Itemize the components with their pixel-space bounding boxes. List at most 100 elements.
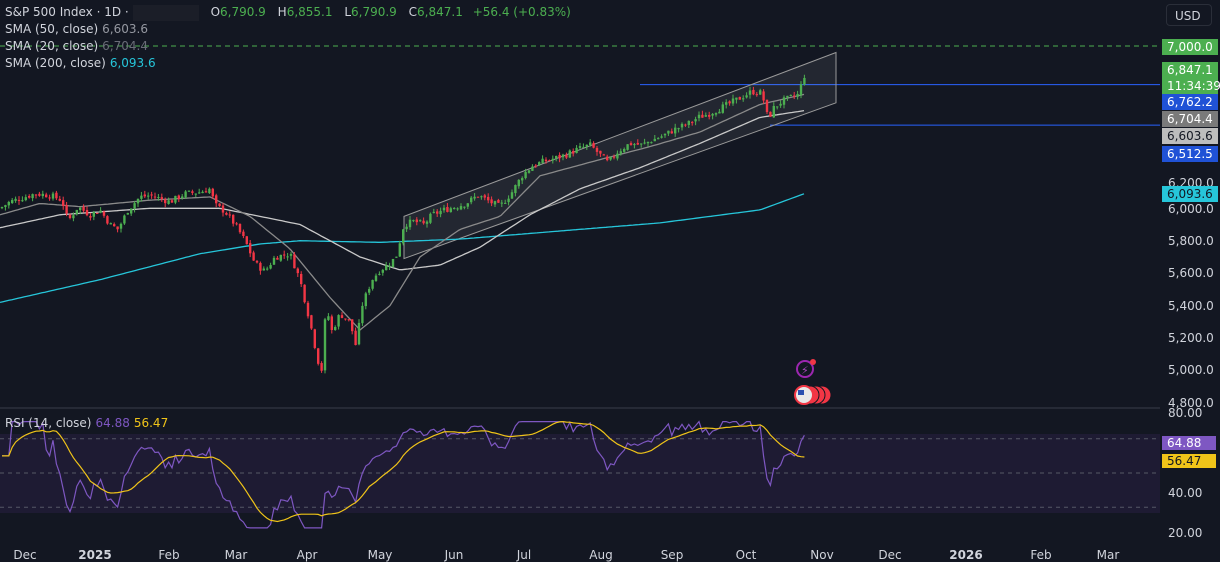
candle-body bbox=[680, 123, 684, 128]
candle-body bbox=[415, 219, 418, 223]
high-label: H bbox=[277, 5, 287, 19]
candle-body bbox=[228, 214, 231, 216]
sma200-label: SMA (200, close) bbox=[5, 56, 106, 70]
rsi-tick: 40.00 bbox=[1168, 486, 1203, 500]
candle-body bbox=[667, 130, 670, 134]
candle-body bbox=[371, 279, 374, 289]
rsi-ma-value: 56.47 bbox=[133, 416, 169, 430]
sma50-label: SMA (50, close) bbox=[5, 22, 99, 36]
candle-body bbox=[245, 236, 248, 245]
candle-body bbox=[609, 156, 612, 160]
candle-body bbox=[391, 258, 395, 268]
candle-body bbox=[21, 200, 24, 202]
candle-body bbox=[714, 113, 718, 115]
candle-body bbox=[725, 102, 728, 105]
candle-body bbox=[395, 256, 398, 258]
hidden-exchange bbox=[132, 4, 199, 21]
candle-body bbox=[752, 89, 755, 95]
time-tick: Feb bbox=[1030, 548, 1052, 562]
candle-body bbox=[300, 273, 303, 285]
currency-button[interactable]: USD bbox=[1166, 4, 1212, 26]
candle-body bbox=[351, 319, 354, 332]
candle-body bbox=[198, 192, 201, 194]
candle-body bbox=[487, 196, 490, 201]
sma20-legend[interactable]: SMA (20, close) 6,704.4 bbox=[5, 38, 148, 55]
candle-body bbox=[150, 194, 153, 196]
candle-body bbox=[208, 188, 211, 194]
candle-body bbox=[344, 318, 347, 320]
candle-body bbox=[334, 327, 337, 330]
time-tick: Mar bbox=[1096, 548, 1120, 562]
candle-body bbox=[364, 293, 367, 307]
candle-body bbox=[483, 195, 486, 198]
rsi-legend[interactable]: RSI (14, close) 64.88 56.47 bbox=[5, 415, 168, 432]
candle-body bbox=[252, 252, 255, 261]
high-value: 6,855.1 bbox=[286, 5, 333, 19]
candle-body bbox=[218, 203, 221, 207]
candle-body bbox=[677, 128, 680, 130]
candle-body bbox=[640, 143, 643, 145]
time-tick: Oct bbox=[735, 548, 757, 562]
rsi-line bbox=[2, 420, 805, 529]
candle-body bbox=[493, 201, 497, 205]
candle-body bbox=[266, 268, 269, 270]
sma50-legend[interactable]: SMA (50, close) 6,603.6 bbox=[5, 21, 148, 38]
candle-body bbox=[721, 104, 724, 113]
candle-body bbox=[79, 207, 82, 211]
candle-body bbox=[289, 254, 293, 256]
candle-body bbox=[31, 194, 34, 199]
close-value: 6,847.1 bbox=[417, 5, 463, 19]
time-tick: Aug bbox=[589, 548, 613, 562]
candle-body bbox=[497, 199, 500, 203]
sma50-value: 6,603.6 bbox=[102, 22, 148, 36]
candle-body bbox=[215, 195, 218, 204]
candle-body bbox=[619, 151, 622, 154]
candle-body bbox=[527, 170, 531, 173]
candle-body bbox=[670, 131, 673, 134]
candle-body bbox=[306, 302, 310, 317]
candle-body bbox=[565, 154, 568, 158]
candle-body bbox=[793, 95, 796, 97]
candle-body bbox=[361, 305, 364, 324]
candle-body bbox=[436, 211, 439, 214]
candle-body bbox=[330, 316, 333, 330]
candle-body bbox=[755, 94, 758, 96]
candle-body bbox=[0, 207, 4, 209]
candle-body bbox=[388, 265, 391, 267]
lightning-icon bbox=[796, 360, 814, 378]
candle-body bbox=[555, 155, 558, 159]
candle-body bbox=[28, 195, 31, 198]
time-tick: Dec bbox=[13, 548, 37, 562]
candle-body bbox=[799, 84, 803, 95]
candle-body bbox=[517, 179, 520, 187]
candle-body bbox=[55, 192, 58, 199]
candle-body bbox=[602, 154, 605, 156]
candle-body bbox=[439, 210, 442, 215]
candle-body bbox=[657, 138, 660, 140]
candle-body bbox=[728, 101, 731, 104]
candle-body bbox=[68, 214, 72, 218]
candle-body bbox=[106, 216, 109, 224]
time-tick: Nov bbox=[810, 548, 834, 562]
candle-body bbox=[99, 210, 102, 213]
candle-body bbox=[697, 114, 701, 119]
candle-body bbox=[211, 188, 214, 197]
candle-body bbox=[327, 316, 330, 320]
price-tick: 5,800.0 bbox=[1168, 234, 1214, 248]
candle-body bbox=[572, 151, 575, 154]
rsi-tick: 20.00 bbox=[1168, 526, 1203, 540]
candle-body bbox=[45, 194, 48, 198]
candle-body bbox=[184, 191, 187, 198]
candle-body bbox=[561, 154, 565, 158]
price-label: 6,704.4 bbox=[1162, 111, 1218, 127]
candle-body bbox=[62, 200, 65, 206]
candle-body bbox=[582, 146, 585, 148]
candle-body bbox=[378, 273, 381, 275]
candle-body bbox=[745, 95, 748, 98]
candle-body bbox=[123, 215, 126, 224]
candle-body bbox=[626, 144, 629, 150]
time-tick: Sep bbox=[660, 548, 684, 562]
candle-body bbox=[113, 224, 116, 227]
sma200-legend[interactable]: SMA (200, close) 6,093.6 bbox=[5, 55, 156, 72]
